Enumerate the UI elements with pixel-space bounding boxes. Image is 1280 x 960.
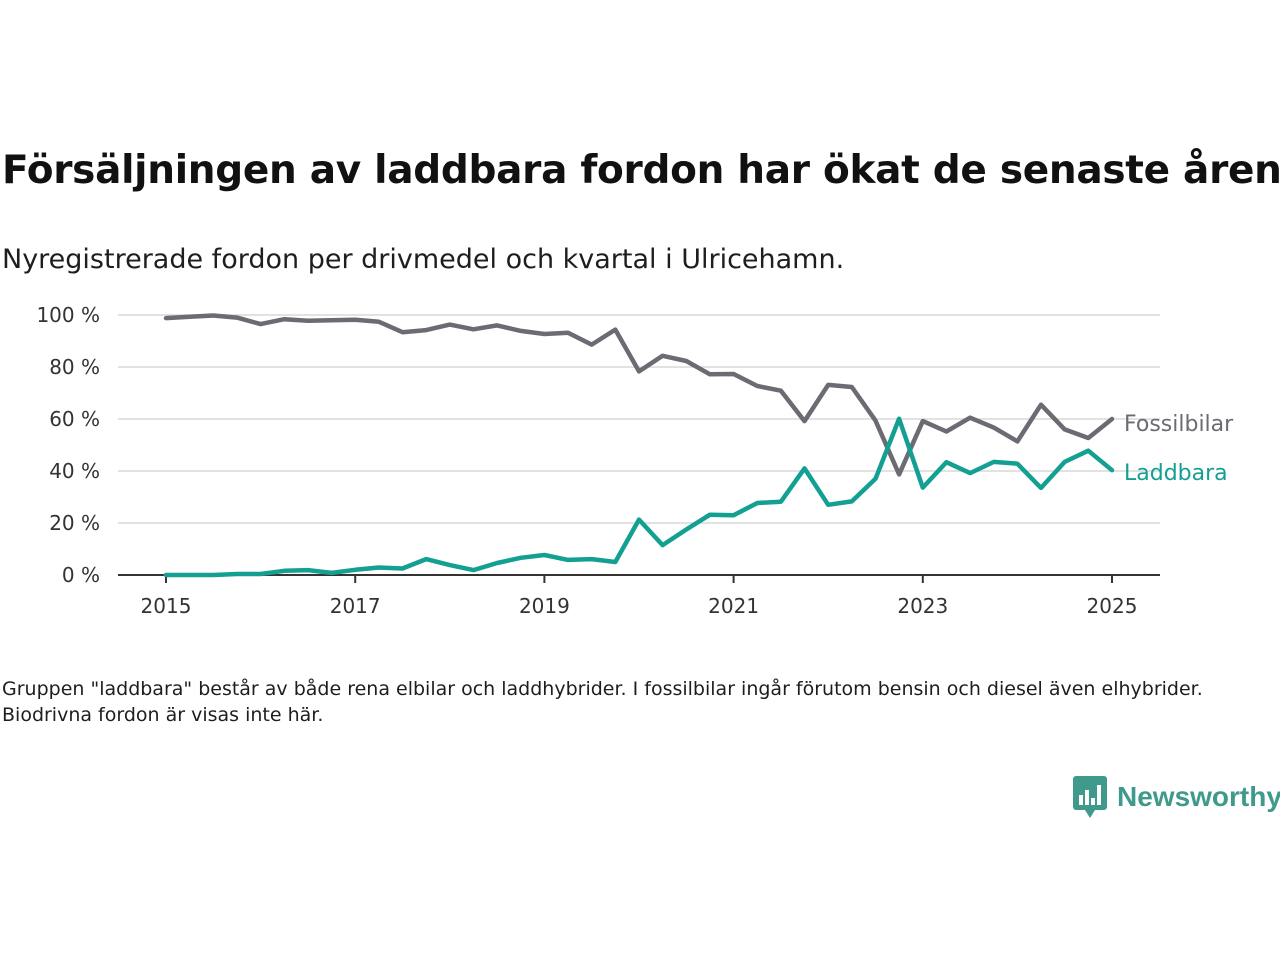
grid-lines <box>118 314 1160 524</box>
series-label-fossilbilar: Fossilbilar <box>1124 412 1234 437</box>
series-line-laddbara <box>163 416 1115 578</box>
x-tick-label: 2021 <box>708 594 759 618</box>
brand-logo[interactable]: Newsworthy <box>1073 776 1280 818</box>
series-lines <box>163 313 1115 578</box>
series-labels: Fossilbilar Laddbara <box>1124 412 1234 486</box>
y-tick-label: 60 % <box>49 407 100 431</box>
x-axis: 2015 2017 2019 2021 2023 2025 <box>118 574 1160 618</box>
x-tick-label: 2017 <box>330 594 381 618</box>
x-tick-label: 2015 <box>141 594 192 618</box>
newsworthy-logo-icon <box>1073 776 1107 818</box>
y-axis-ticks: 0 % 20 % 40 % 60 % 80 % 100 % <box>36 303 100 587</box>
y-tick-label: 100 % <box>36 303 100 327</box>
y-tick-label: 80 % <box>49 355 100 379</box>
y-tick-label: 0 % <box>62 563 100 587</box>
x-tick-label: 2023 <box>897 594 948 618</box>
brand-name: Newsworthy <box>1117 781 1280 812</box>
series-line-fossilbilar <box>163 313 1115 477</box>
footnote: Gruppen "laddbara" består av både rena e… <box>2 678 1203 726</box>
x-tick-label: 2019 <box>519 594 570 618</box>
chart-subtitle: Nyregistrerade fordon per drivmedel och … <box>2 244 845 275</box>
series-label-laddbara: Laddbara <box>1124 461 1228 486</box>
y-tick-label: 20 % <box>49 511 100 535</box>
y-tick-label: 40 % <box>49 459 100 483</box>
line-chart: 0 % 20 % 40 % 60 % 80 % 100 % 2015 2017 2019 202… <box>36 303 1234 618</box>
chart-title: Försäljningen av laddbara fordon har öka… <box>2 148 1280 193</box>
x-tick-label: 2025 <box>1087 594 1138 618</box>
